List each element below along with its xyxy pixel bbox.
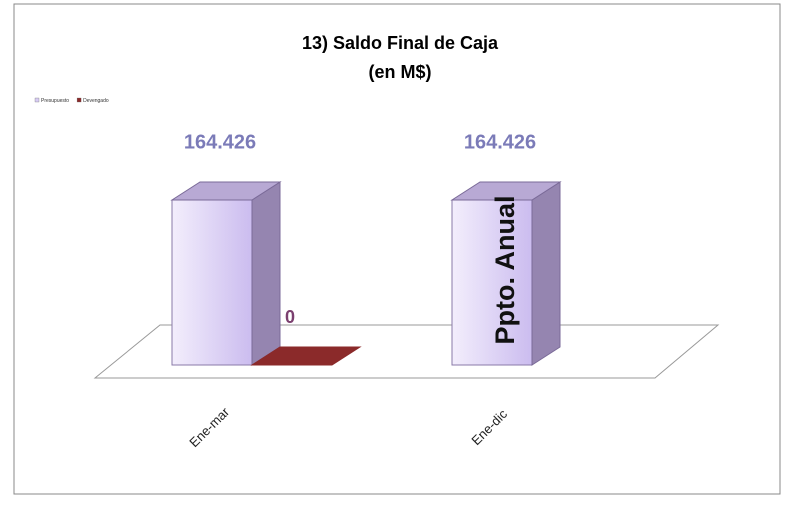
legend-label: Devengado	[83, 98, 109, 104]
bar-top	[170, 181, 282, 201]
data-label: 164.426	[464, 131, 536, 153]
bar	[170, 181, 282, 366]
bars	[170, 181, 562, 366]
chart-frame	[13, 3, 781, 495]
bar-side	[251, 181, 281, 366]
bar-front	[451, 199, 533, 366]
chart-subtitle: (en M$)	[369, 62, 432, 82]
bar-top	[450, 181, 562, 201]
chart-title: 13) Saldo Final de Caja	[302, 33, 499, 53]
bar	[450, 181, 562, 366]
bar-front	[171, 199, 253, 366]
annotation: Ppto. Anual	[490, 196, 520, 345]
legend-swatch	[76, 97, 82, 103]
legend-swatch	[34, 97, 40, 103]
bar-side	[531, 181, 561, 366]
bar-top	[250, 346, 362, 366]
data-label: 164.426	[184, 131, 256, 153]
legend-label: Presupuesto	[41, 98, 69, 104]
data-label: 0	[285, 307, 295, 327]
bar	[250, 346, 362, 366]
legend: Presupuesto Devengado	[34, 97, 109, 104]
